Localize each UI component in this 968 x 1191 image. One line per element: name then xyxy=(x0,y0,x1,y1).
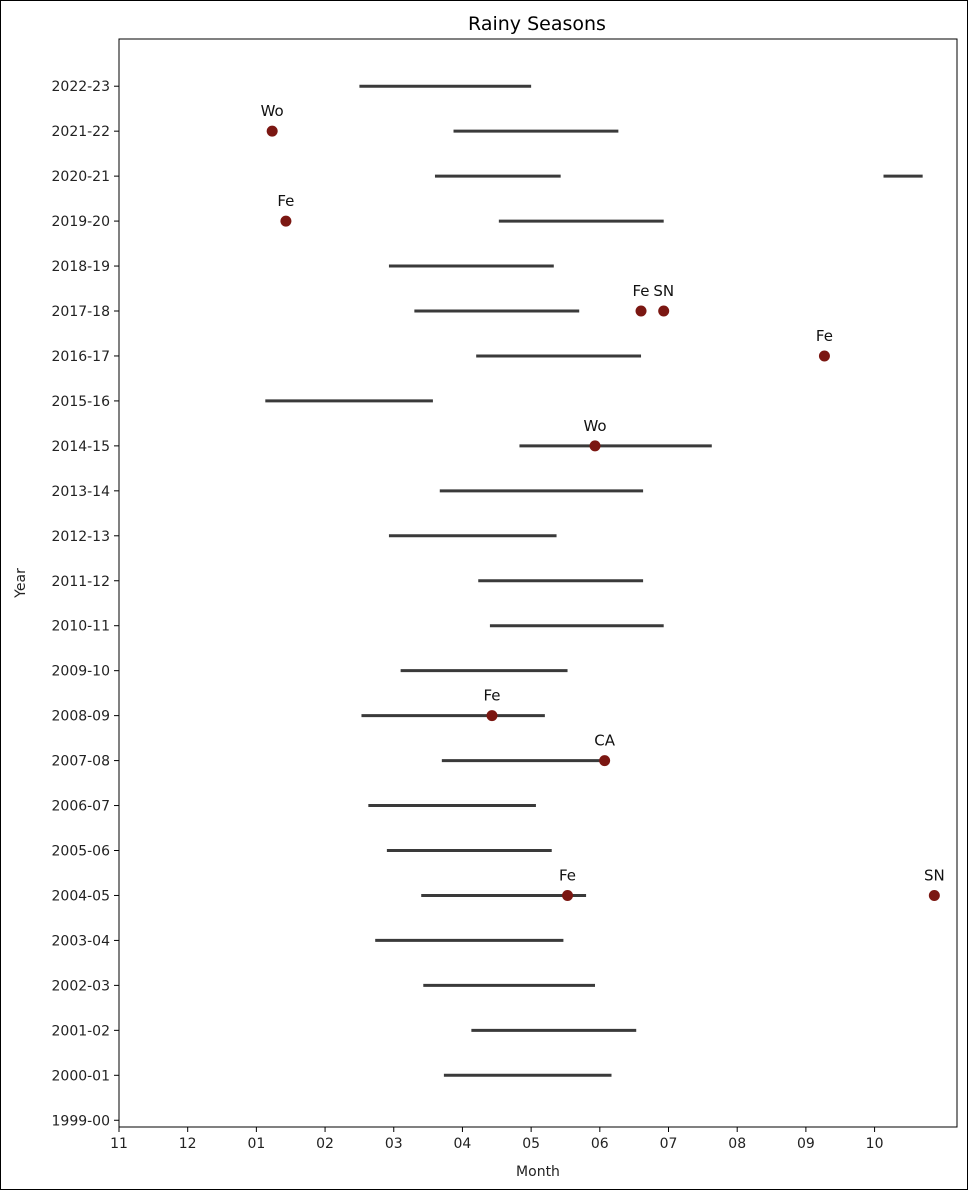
x-tick-label: 10 xyxy=(866,1136,884,1152)
y-tick-label: 2021-22 xyxy=(52,124,111,140)
event-label: CA xyxy=(594,732,615,750)
y-tick-label: 2002-03 xyxy=(52,978,111,994)
x-tick-label: 09 xyxy=(797,1136,815,1152)
y-tick-label: 2010-11 xyxy=(52,619,111,635)
x-tick-label: 01 xyxy=(247,1136,265,1152)
event-label: SN xyxy=(653,282,674,300)
x-tick-label: 08 xyxy=(728,1136,746,1152)
x-tick-label: 03 xyxy=(385,1136,403,1152)
x-tick-label: 05 xyxy=(522,1136,540,1152)
event-point xyxy=(658,305,670,317)
event-point xyxy=(589,440,601,452)
chart-marks: 11 12 01 02 03 04 05 06 07 08 09 10 1999-00 2000-01 20… xyxy=(52,79,945,1152)
plot-area xyxy=(118,38,958,1128)
event-label: Fe xyxy=(559,866,576,884)
event-point xyxy=(928,889,940,901)
event-label: Fe xyxy=(277,192,294,210)
event-label: Fe xyxy=(633,282,650,300)
event-label: Wo xyxy=(583,417,606,435)
y-tick-label: 2016-17 xyxy=(52,349,111,365)
y-tick-label: 2018-19 xyxy=(52,259,111,275)
event-point xyxy=(599,755,611,767)
y-tick-label: 2011-12 xyxy=(52,574,111,590)
event-point xyxy=(266,125,278,137)
y-tick-label: 2007-08 xyxy=(52,754,111,770)
x-tick-label: 07 xyxy=(660,1136,678,1152)
y-tick-label: 2014-15 xyxy=(52,439,111,455)
y-tick-label: 2000-01 xyxy=(52,1068,111,1084)
chart-title: Rainy Seasons xyxy=(468,13,606,35)
event-point xyxy=(562,889,574,901)
y-tick-label: 1999-00 xyxy=(52,1113,111,1129)
y-tick-label: 2019-20 xyxy=(52,214,111,230)
y-tick-label: 2003-04 xyxy=(52,933,111,949)
y-tick-label: 2005-06 xyxy=(52,844,111,860)
x-tick-label: 12 xyxy=(179,1136,197,1152)
y-tick-label: 2022-23 xyxy=(52,79,111,95)
y-tick-label: 2008-09 xyxy=(52,709,111,725)
y-tick-label: 2004-05 xyxy=(52,888,111,904)
y-tick-label: 2017-18 xyxy=(52,304,111,320)
y-tick-label: 2009-10 xyxy=(52,664,111,680)
y-axis-label: Year xyxy=(13,568,29,599)
event-label: Fe xyxy=(483,687,500,705)
event-label: Fe xyxy=(816,327,833,345)
x-axis-label: Month xyxy=(516,1164,560,1180)
y-tick-label: 2006-07 xyxy=(52,799,111,815)
y-tick-label: 2015-16 xyxy=(52,394,111,410)
x-tick-label: 02 xyxy=(316,1136,334,1152)
y-tick-label: 2020-21 xyxy=(52,169,111,185)
event-label: Wo xyxy=(261,102,284,120)
x-tick-label: 04 xyxy=(454,1136,472,1152)
event-point xyxy=(818,350,830,362)
event-point xyxy=(635,305,647,317)
y-tick-label: 2013-14 xyxy=(52,484,111,500)
x-tick-label: 11 xyxy=(110,1136,128,1152)
y-tick-label: 2012-13 xyxy=(52,529,111,545)
event-point xyxy=(486,710,498,722)
x-tick-label: 06 xyxy=(591,1136,609,1152)
event-point xyxy=(280,215,292,227)
y-tick-label: 2001-02 xyxy=(52,1023,111,1039)
event-label: SN xyxy=(924,866,945,884)
